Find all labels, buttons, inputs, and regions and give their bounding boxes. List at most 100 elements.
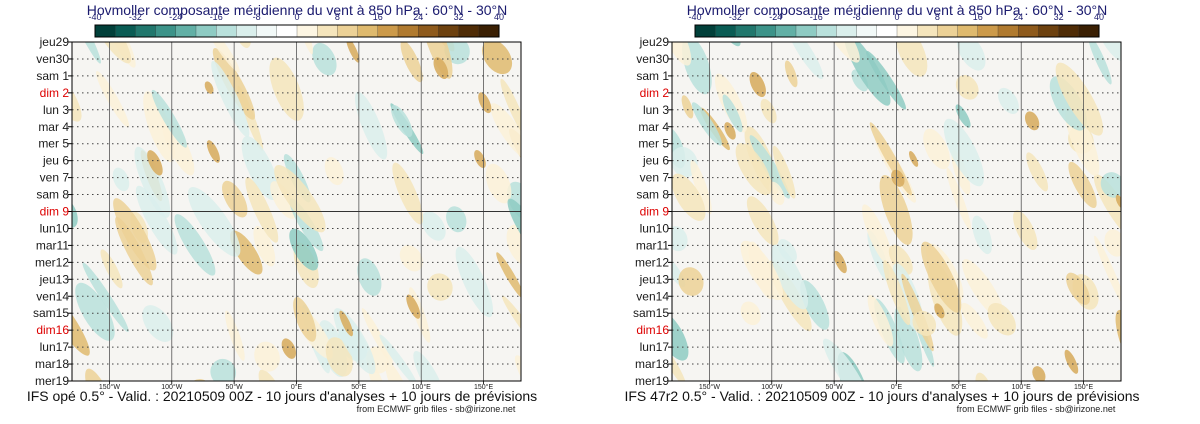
colorbar-swatch [1058,24,1080,38]
southerly-wind-patch [784,60,798,88]
southerly-wind-patch [1104,229,1121,257]
day-label: sam 8 [636,188,669,202]
northerly-wind-patch [770,244,809,310]
northerly-wind-patch [1147,107,1171,141]
northerly-wind-patch [211,61,250,138]
southerly-wind-patch [735,143,772,196]
southerly-wind-patch [895,42,928,77]
colorbar-tick-label: 24 [1013,12,1023,22]
colorbar-swatch [997,24,1019,38]
colorbar-swatch [175,24,197,38]
northerly-wind-patch [174,214,216,276]
strong-wind-core [833,250,847,274]
colorbar-swatch [115,24,136,38]
northerly-wind-patch [956,42,986,71]
colorbar-swatch [478,24,500,38]
southerly-wind-patch [955,75,979,100]
northerly-wind-patch [75,282,115,341]
southerly-wind-patch [205,42,240,73]
southerly-wind-patch [740,240,783,301]
colorbar-tick-label: -40 [88,12,101,22]
colorbar-swatch [1038,24,1060,38]
strong-wind-core [339,310,353,337]
colorbar-swatch [94,24,116,38]
day-label: lun 3 [643,103,669,117]
hovmoller-panel: Hovmoller composante méridienne du vent … [27,2,537,414]
day-label: sam15 [633,306,669,320]
day-label: dim 2 [640,86,670,100]
southerly-wind-patch [100,249,123,289]
northerly-wind-patch [72,42,101,64]
colorbar-swatch [155,24,177,38]
day-label: ven 7 [640,171,670,185]
colorbar-tick-label: -8 [853,12,861,22]
model-run-footer: IFS 47r2 0.5° - Valid. : 20210509 00Z - … [624,388,1139,404]
northerly-wind-patch [187,187,241,257]
day-label: mer12 [35,255,69,269]
southerly-wind-patch [361,308,393,364]
colorbar-swatch [397,24,419,38]
colorbar-frame [694,24,1100,38]
day-label: jeu29 [39,35,70,49]
southerly-wind-patch [485,163,512,204]
day-label: lun10 [40,221,70,235]
northerly-wind-patch [972,215,993,255]
day-label: mer12 [635,255,669,269]
colorbar-tick-label: 16 [973,12,983,22]
southerly-wind-patch [392,162,424,225]
southerly-wind-patch [1094,235,1121,308]
day-label: dim16 [636,323,669,337]
northerly-wind-patch [354,91,388,160]
southerly-wind-patch [96,71,130,128]
northerly-wind-patch [142,305,174,342]
day-label: mar18 [35,357,69,371]
longitude-label: 150°E [1074,383,1093,391]
colorbar-swatch [917,24,938,38]
longitude-label: 0°E [291,383,303,391]
day-label: mar18 [635,357,669,371]
colorbar-swatch [195,24,217,38]
strong-wind-core [1032,366,1046,381]
northerly-wind-patch [691,102,722,146]
southerly-wind-patch [500,78,521,139]
southerly-wind-patch [681,95,694,119]
day-label: mar11 [636,238,669,252]
day-label: jeu29 [639,35,670,49]
colorbar-tick-label: -16 [810,12,823,22]
southerly-wind-patch [961,302,988,339]
southerly-wind-patch [672,173,706,221]
day-label: ven 7 [40,171,70,185]
southerly-wind-patch [867,294,894,347]
southerly-wind-patch [501,295,521,359]
day-label: ven14 [36,289,69,303]
northerly-wind-patch [943,118,985,187]
longitude-label: 150°W [699,383,720,391]
northerly-wind-patch [672,310,689,361]
colorbar-tick-label: 16 [373,12,383,22]
day-label: mer 5 [638,137,669,151]
northerly-wind-patch [1100,172,1121,198]
colorbar-swatch [856,24,878,38]
northerly-wind-patch [1087,42,1112,85]
colorbar-swatch [937,24,959,38]
colorbar-swatch [694,24,716,38]
southerly-wind-patch [400,42,423,83]
day-label: jeu 6 [642,154,669,168]
colorbar-tick-label: -32 [729,12,742,22]
longitude-label: 100°E [412,383,431,391]
day-label: sam 1 [36,69,69,83]
day-label: sam 1 [636,69,669,83]
colorbar-tick-label: 0 [894,12,899,22]
northerly-wind-patch [82,262,129,332]
southerly-wind-patch [72,287,90,356]
colorbar-tick-label: -8 [253,12,261,22]
southerly-wind-patch [482,42,513,75]
colorbar-swatch [715,24,736,38]
colorbar-swatch [458,24,480,38]
hovmoller-panel: Hovmoller composante méridienne du vent … [624,2,1171,414]
chart-title: Hovmoller composante méridienne du vent … [87,2,508,18]
longitude-label: 150°W [99,383,120,391]
northerly-wind-patch [800,280,830,330]
longitude-label: 50°W [826,383,844,391]
